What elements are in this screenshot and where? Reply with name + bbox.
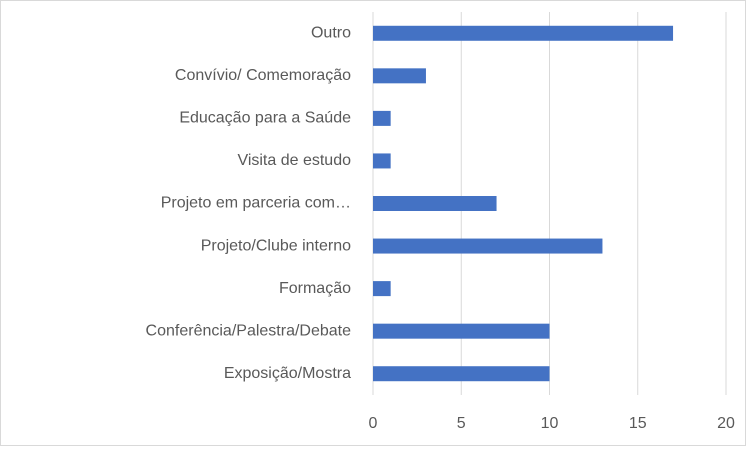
y-tick-label: Outro — [311, 24, 351, 41]
bar — [373, 238, 603, 254]
bar — [373, 153, 391, 169]
bar — [373, 68, 426, 84]
bar — [373, 110, 391, 126]
bar — [373, 25, 674, 41]
bar — [373, 281, 391, 297]
x-tick-label: 10 — [541, 415, 559, 432]
y-tick-label: Projeto em parceria com… — [161, 195, 351, 212]
y-tick-label: Convívio/ Comemoração — [175, 67, 351, 84]
bar — [373, 323, 550, 339]
x-tick-label: 0 — [369, 415, 378, 432]
bar — [373, 366, 550, 382]
bar — [373, 196, 497, 211]
x-tick-label: 20 — [717, 415, 735, 432]
y-tick-label: Exposição/Mostra — [224, 365, 351, 382]
x-tick-label: 15 — [629, 415, 647, 432]
y-tick-label: Conferência/Palestra/Debate — [146, 322, 352, 339]
y-tick-label: Projeto/Clube interno — [201, 237, 351, 254]
x-tick-label: 5 — [457, 415, 466, 432]
y-tick-label: Visita de estudo — [237, 152, 351, 169]
y-tick-label: Formação — [279, 280, 351, 297]
y-tick-label: Educação para a Saúde — [179, 110, 351, 127]
